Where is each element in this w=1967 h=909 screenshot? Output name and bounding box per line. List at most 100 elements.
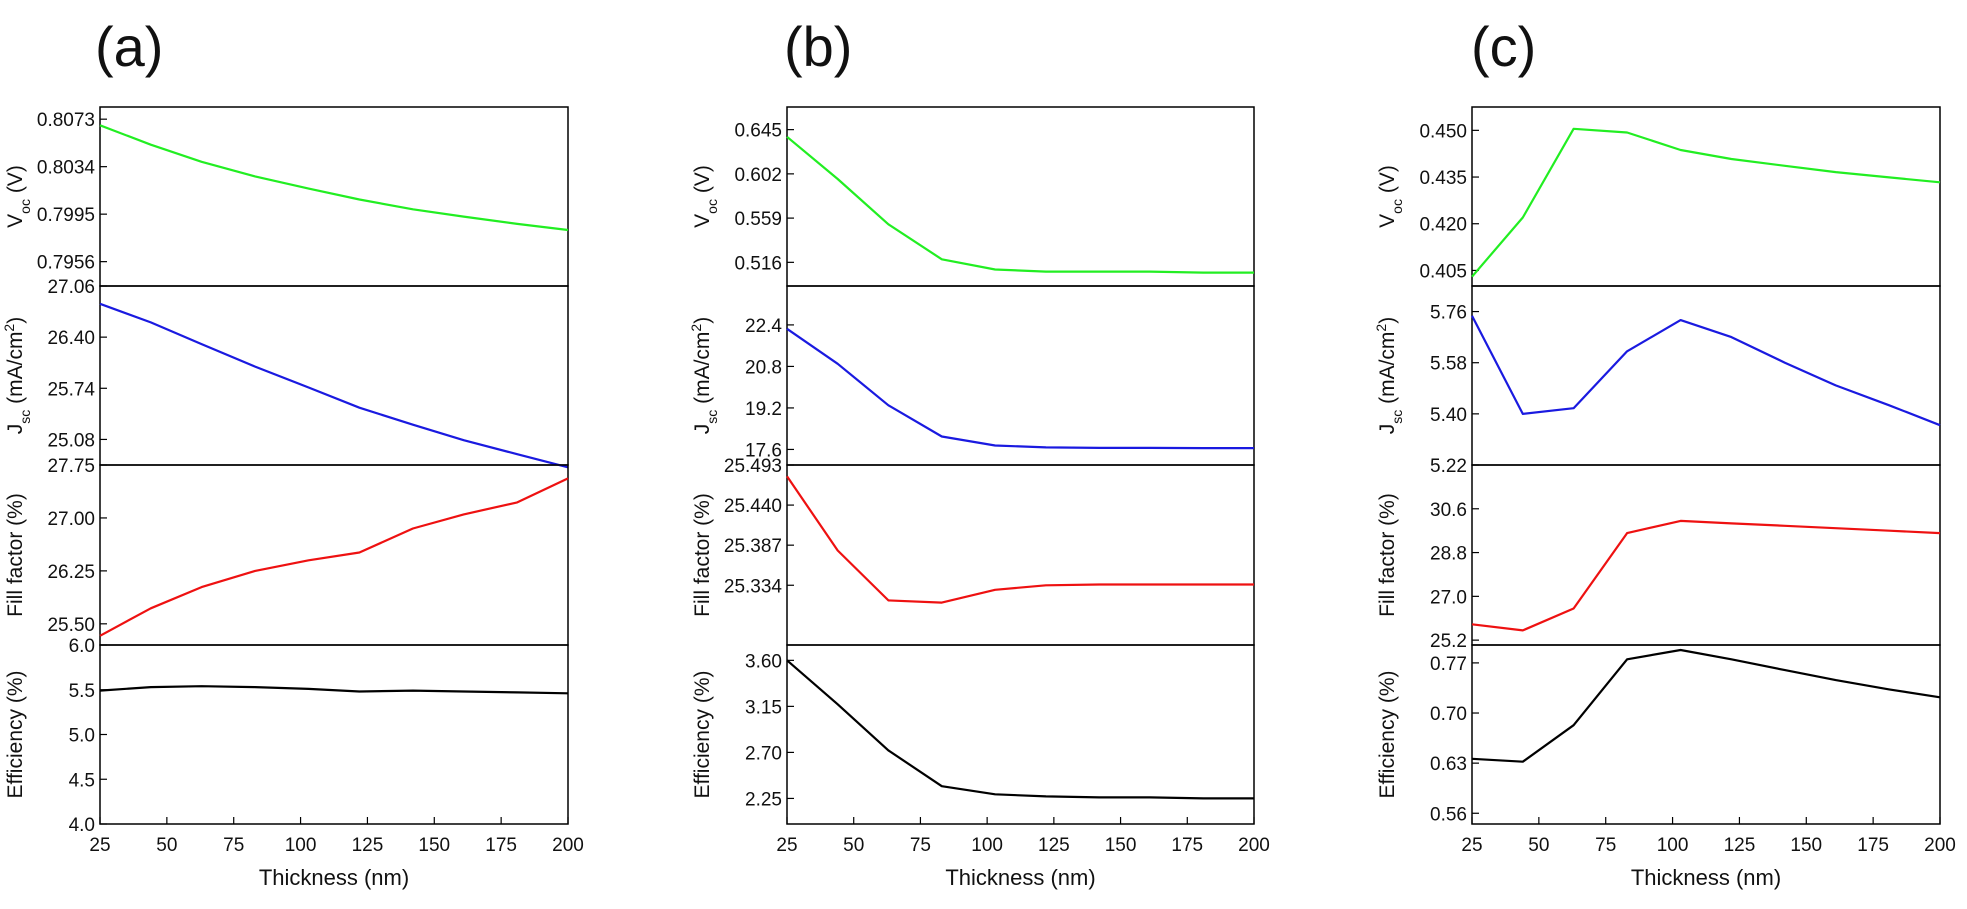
y-axis-label: Efficiency (%) bbox=[691, 671, 714, 799]
y-tick-label: 25.440 bbox=[724, 496, 782, 517]
y-label-suffix: (V) bbox=[691, 165, 714, 199]
series-line bbox=[99, 124, 569, 232]
x-tick-label: 100 bbox=[1657, 835, 1689, 856]
y-label-superscript: 2 bbox=[1373, 324, 1389, 332]
y-label-main: V bbox=[691, 214, 714, 228]
y-tick-label: 4.5 bbox=[69, 770, 95, 791]
y-label-end: ) bbox=[4, 317, 27, 324]
y-tick-label: 28.8 bbox=[1430, 544, 1467, 565]
x-tick-label: 125 bbox=[1724, 835, 1756, 856]
x-tick-label: 75 bbox=[223, 835, 244, 856]
y-tick-label: 4.0 bbox=[69, 815, 95, 836]
y-label-superscript: 2 bbox=[688, 324, 704, 332]
series-line bbox=[786, 327, 1254, 450]
y-tick-label: 25.08 bbox=[47, 430, 95, 451]
y-tick-label: 6.0 bbox=[69, 636, 95, 657]
x-tick-label: 50 bbox=[843, 835, 864, 856]
series-line bbox=[1471, 127, 1941, 278]
y-tick-label: 0.420 bbox=[1419, 215, 1467, 236]
series-line bbox=[1471, 315, 1941, 427]
panel-label: (b) bbox=[784, 15, 852, 78]
y-tick-label: 0.8073 bbox=[37, 110, 95, 131]
y-tick-label: 25.2 bbox=[1430, 631, 1467, 652]
y-tick-label: 0.70 bbox=[1430, 704, 1467, 725]
y-axis-label: Voc (V) bbox=[4, 165, 33, 228]
x-tick-label: 200 bbox=[552, 835, 584, 856]
x-axis-label: Thickness (nm) bbox=[945, 865, 1095, 890]
y-label-subscript: sc bbox=[17, 410, 33, 424]
y-label-subscript: oc bbox=[17, 199, 33, 214]
y-tick-label: 5.22 bbox=[1430, 456, 1467, 477]
x-tick-label: 100 bbox=[285, 835, 317, 856]
y-tick-label: 0.7956 bbox=[37, 253, 95, 274]
x-tick-label: 175 bbox=[1857, 835, 1889, 856]
y-label-main: Fill factor (%) bbox=[4, 493, 27, 617]
y-tick-label: 0.405 bbox=[1419, 261, 1467, 282]
y-label-suffix: (mA/cm bbox=[691, 332, 714, 410]
y-tick-label: 5.0 bbox=[69, 726, 95, 747]
y-tick-label: 0.559 bbox=[734, 209, 782, 230]
y-label-subscript: oc bbox=[704, 199, 720, 214]
y-tick-label: 27.06 bbox=[47, 277, 95, 298]
x-tick-label: 25 bbox=[1461, 835, 1482, 856]
y-tick-label: 0.7995 bbox=[37, 205, 95, 226]
y-label-main: J bbox=[691, 424, 714, 435]
y-tick-label: 0.645 bbox=[734, 121, 782, 142]
x-tick-label: 150 bbox=[418, 835, 450, 856]
y-axis-label: Fill factor (%) bbox=[1376, 493, 1399, 617]
y-tick-label: 0.56 bbox=[1430, 804, 1467, 825]
x-axis-label: Thickness (nm) bbox=[1631, 865, 1781, 890]
y-axis-label: Jsc (mA/cm2) bbox=[1, 317, 33, 434]
series-line bbox=[99, 302, 569, 469]
y-tick-label: 17.6 bbox=[745, 440, 782, 461]
y-tick-label: 0.435 bbox=[1419, 168, 1467, 189]
y-tick-label: 5.58 bbox=[1430, 354, 1467, 375]
y-tick-label: 20.8 bbox=[745, 357, 782, 378]
y-tick-label: 26.40 bbox=[47, 328, 95, 349]
y-label-main: Fill factor (%) bbox=[1376, 493, 1399, 617]
x-axis-label: Thickness (nm) bbox=[259, 865, 409, 890]
y-tick-label: 5.5 bbox=[69, 681, 95, 702]
series-line bbox=[99, 685, 569, 695]
y-tick-label: 19.2 bbox=[745, 399, 782, 420]
y-tick-label: 5.40 bbox=[1430, 405, 1467, 426]
y-axis-label: Jsc (mA/cm2) bbox=[1373, 317, 1405, 434]
y-label-main: Efficiency (%) bbox=[4, 671, 27, 799]
y-axis-label: Efficiency (%) bbox=[1376, 671, 1399, 799]
y-tick-label: 0.8034 bbox=[37, 158, 96, 179]
panel-label: (a) bbox=[95, 15, 163, 78]
y-axis-label: Fill factor (%) bbox=[691, 493, 714, 617]
y-label-main: V bbox=[4, 214, 27, 228]
x-tick-label: 50 bbox=[1528, 835, 1549, 856]
series-line bbox=[99, 477, 569, 637]
y-axis-label: Voc (V) bbox=[691, 165, 720, 228]
y-tick-label: 26.25 bbox=[47, 562, 95, 583]
y-tick-label: 2.70 bbox=[745, 743, 782, 764]
x-tick-label: 200 bbox=[1238, 835, 1270, 856]
y-tick-label: 22.4 bbox=[745, 316, 782, 337]
y-tick-label: 25.493 bbox=[724, 456, 782, 477]
y-label-suffix: (mA/cm bbox=[1376, 332, 1399, 410]
x-tick-label: 150 bbox=[1790, 835, 1822, 856]
y-label-suffix: (V) bbox=[1376, 165, 1399, 199]
subplot-frame bbox=[1471, 644, 1941, 825]
y-label-superscript: 2 bbox=[1, 324, 17, 332]
series-line bbox=[786, 135, 1254, 274]
y-tick-label: 25.387 bbox=[724, 536, 782, 557]
y-tick-label: 25.50 bbox=[47, 615, 95, 636]
x-tick-label: 75 bbox=[910, 835, 931, 856]
y-tick-label: 0.516 bbox=[734, 253, 782, 274]
y-label-main: J bbox=[4, 424, 27, 435]
x-tick-label: 200 bbox=[1924, 835, 1956, 856]
subplot-frame bbox=[786, 464, 1255, 646]
y-tick-label: 0.77 bbox=[1430, 654, 1467, 675]
x-tick-label: 25 bbox=[89, 835, 110, 856]
x-tick-label: 75 bbox=[1595, 835, 1616, 856]
y-axis-label: Voc (V) bbox=[1376, 165, 1405, 228]
y-tick-label: 0.450 bbox=[1419, 121, 1467, 142]
subplot-frame bbox=[786, 644, 1255, 825]
x-tick-label: 150 bbox=[1105, 835, 1137, 856]
subplot-frame bbox=[99, 644, 569, 825]
